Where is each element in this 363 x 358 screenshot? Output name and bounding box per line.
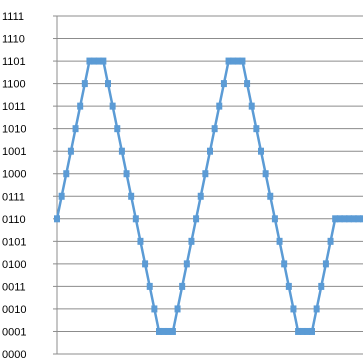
data-point-marker [295,327,302,335]
data-point-marker [174,305,181,313]
data-point-marker [253,125,260,133]
data-point-marker [72,125,79,133]
data-point-marker [285,282,292,290]
y-tick-label: 0110 [2,214,26,226]
data-point-marker [109,102,116,110]
data-point-marker [169,327,176,335]
data-point-marker [299,327,306,335]
data-point-marker [179,282,186,290]
data-point-marker [230,57,237,65]
y-tick-label: 1011 [2,101,26,113]
data-point-marker [81,80,88,88]
y-tick-label: 0010 [2,304,26,316]
y-tick-label: 1100 [2,79,26,91]
data-point-marker [258,147,264,155]
y-tick-label: 0100 [2,259,26,271]
data-point-marker [54,215,60,223]
y-tick-label: 1111 [2,11,24,23]
data-point-marker [118,147,125,155]
data-point-marker [123,170,130,178]
data-point-marker [313,305,320,313]
data-point-marker [132,215,139,223]
y-tick-label: 1010 [2,124,26,136]
y-tick-label: 0000 [2,349,26,358]
data-point-marker [309,327,315,335]
y-tick-label: 0101 [2,236,26,248]
data-point-marker [207,147,213,155]
data-point-marker [211,125,218,133]
data-point-marker [67,147,74,155]
data-point-marker [114,125,121,133]
y-tick-label: 1101 [2,56,26,68]
data-point-marker [234,57,241,65]
y-tick-label: 1001 [2,146,26,158]
data-point-marker [105,80,111,88]
data-point-marker [267,192,274,200]
data-point-marker [304,327,311,335]
data-point-marker [91,57,98,65]
y-tick-label: 0011 [2,281,26,293]
data-point-marker [183,260,190,268]
y-tick-label: 0001 [2,326,26,338]
y-tick-label: 1000 [2,169,26,181]
data-point-marker [128,192,135,200]
data-point-marker [327,237,334,245]
data-point-marker [276,237,283,245]
y-tick-label: 0111 [2,191,25,203]
data-point-marker [239,57,246,65]
data-point-marker [137,237,144,245]
data-point-marker [318,282,325,290]
data-point-marker [202,170,209,178]
data-point-marker [281,260,288,268]
data-point-marker [271,215,278,223]
data-point-marker [360,215,363,223]
data-point-marker [151,305,158,313]
data-markers [54,57,363,335]
data-point-marker [322,260,329,268]
data-point-marker [336,215,343,223]
data-point-marker [216,102,223,110]
data-point-marker [350,215,357,223]
data-point-marker [58,192,65,200]
data-point-marker [142,260,149,268]
data-point-marker [188,237,195,245]
data-point-marker [100,57,107,65]
data-point-marker [63,170,70,178]
data-point-marker [156,327,162,335]
data-point-marker [244,80,251,88]
data-point-marker [77,102,84,110]
data-point-marker [262,170,269,178]
data-point-marker [160,327,167,335]
data-point-marker [197,192,204,200]
y-tick-labels: 0000 0001 0010 0011 0100 0101 0110 0111 1000 1001… [2,11,26,358]
axes [53,15,363,355]
data-point-marker [165,327,172,335]
data-point-marker [290,305,297,313]
data-point-marker [86,57,93,65]
data-point-marker [225,57,232,65]
data-point-marker [248,102,255,110]
data-point-marker [193,215,200,223]
data-point-marker [146,282,153,290]
data-point-marker [220,80,227,88]
data-point-marker [95,57,102,65]
data-point-marker [332,215,339,223]
data-point-marker [346,215,353,223]
y-tick-label: 1110 [2,34,25,46]
data-point-marker [341,215,348,223]
data-point-marker [355,215,362,223]
